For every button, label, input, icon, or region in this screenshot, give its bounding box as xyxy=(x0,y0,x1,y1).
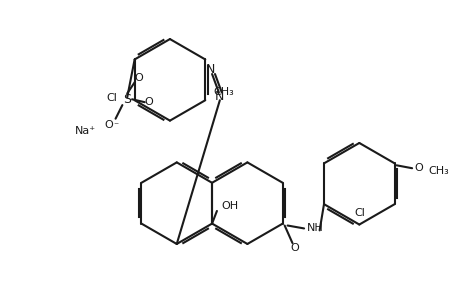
Text: S: S xyxy=(123,93,131,106)
Text: N: N xyxy=(215,90,225,103)
Text: Cl: Cl xyxy=(354,208,365,218)
Text: OH: OH xyxy=(222,201,239,211)
Text: ⁻: ⁻ xyxy=(113,122,119,131)
Text: O: O xyxy=(105,120,113,130)
Text: Cl: Cl xyxy=(106,93,117,103)
Text: O: O xyxy=(290,243,299,253)
Text: NH: NH xyxy=(307,224,324,233)
Text: O: O xyxy=(414,163,423,173)
Text: CH₃: CH₃ xyxy=(213,87,234,97)
Text: N: N xyxy=(206,63,215,76)
Text: O: O xyxy=(144,97,153,107)
Text: O: O xyxy=(135,73,143,83)
Text: CH₃: CH₃ xyxy=(429,166,450,176)
Text: Na⁺: Na⁺ xyxy=(75,126,96,136)
